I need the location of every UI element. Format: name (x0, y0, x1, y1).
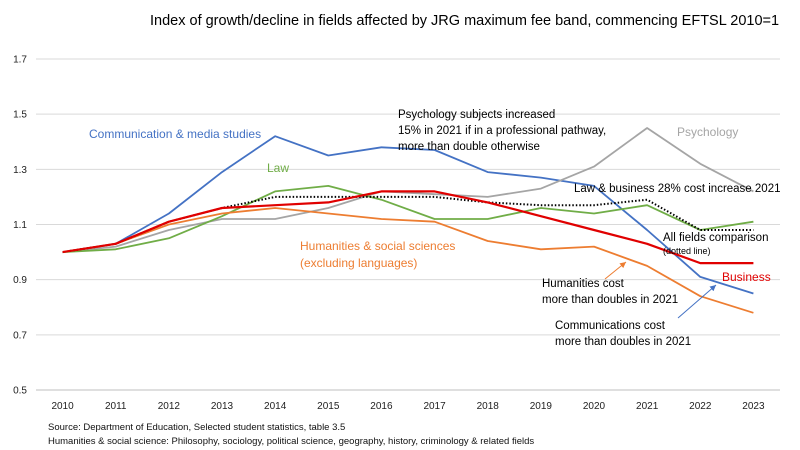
label-dotted-line: (dotted line) (663, 246, 711, 256)
series-lines (62, 127, 754, 314)
annotation-psychology-line1: Psychology subjects increased (398, 109, 555, 121)
x-tick-label: 2015 (317, 401, 340, 412)
x-axis-ticks: 2010 2011 2012 2013 2014 2015 2016 2017 2018 2019… (51, 401, 765, 412)
y-tick-label: 1.1 (13, 220, 27, 231)
series-line-business (62, 190, 754, 265)
x-tick-label: 2010 (51, 401, 74, 412)
x-tick-label: 2013 (211, 401, 234, 412)
annotation-law-business: Law & business 28% cost increase 2021 (574, 183, 780, 195)
series-line-humanities-social-sciences-excluding-languages (62, 207, 754, 314)
x-tick-label: 2017 (423, 401, 446, 412)
x-tick-label: 2022 (689, 401, 712, 412)
label-humanities-line2: (excluding languages) (300, 256, 417, 270)
x-tick-label: 2018 (477, 401, 500, 412)
x-tick-label: 2011 (105, 401, 127, 412)
y-tick-label: 1.5 (13, 110, 27, 121)
x-tick-label: 2021 (636, 401, 659, 412)
x-tick-label: 2014 (264, 401, 287, 412)
series-line-psychology (62, 127, 754, 253)
label-all-fields: All fields comparison (663, 232, 768, 244)
label-law: Law (267, 161, 289, 175)
source-note: Source: Department of Education, Selecte… (48, 422, 345, 433)
chart-title: Index of growth/decline in fields affect… (150, 13, 779, 29)
annotation-psychology-line3: more than double otherwise (398, 141, 540, 153)
series-line-communication-media-studies (62, 135, 754, 295)
arrow-communications (677, 284, 717, 319)
label-business: Business (722, 270, 771, 284)
y-axis-ticks: 0.5 0.7 0.9 1.1 1.3 1.5 1.7 (13, 55, 27, 397)
label-humanities-line1: Humanities & social sciences (300, 239, 455, 253)
label-psychology: Psychology (677, 125, 738, 139)
y-tick-label: 0.7 (13, 330, 27, 341)
x-tick-label: 2023 (742, 401, 765, 412)
annotation-communications-line1: Communications cost (555, 320, 666, 332)
x-tick-label: 2016 (370, 401, 393, 412)
y-tick-label: 1.7 (13, 55, 27, 66)
x-tick-label: 2019 (530, 401, 553, 412)
label-communication: Communication & media studies (89, 127, 261, 141)
y-tick-label: 0.5 (13, 386, 27, 397)
x-tick-label: 2020 (583, 401, 606, 412)
annotation-humanities-line2: more than doubles in 2021 (542, 294, 678, 306)
annotation-humanities-line1: Humanities cost (542, 278, 625, 290)
arrow-humanities (604, 261, 627, 280)
annotation-psychology-line2: 15% in 2021 if in a professional pathway… (398, 125, 606, 137)
y-tick-label: 0.9 (13, 275, 27, 286)
definition-note: Humanities & social science: Philosophy,… (48, 436, 534, 447)
series-line-law (62, 184, 754, 253)
x-tick-label: 2012 (158, 401, 181, 412)
y-tick-label: 1.3 (13, 165, 27, 176)
annotation-communications-line2: more than doubles in 2021 (555, 336, 691, 348)
